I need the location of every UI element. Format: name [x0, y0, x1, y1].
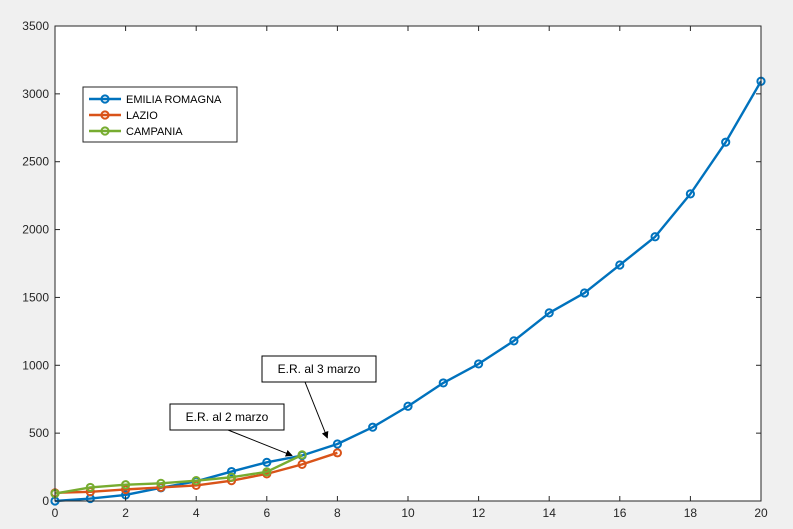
data-point	[226, 472, 237, 482]
annotation-arrow	[227, 429, 293, 457]
data-point	[85, 482, 95, 493]
data-point	[579, 288, 590, 298]
data-point	[650, 232, 660, 242]
y-tick-label: 2500	[22, 155, 49, 169]
legend-entry: LAZIO	[89, 110, 158, 122]
data-point	[226, 466, 237, 477]
x-tick-label: 2	[122, 506, 129, 520]
x-tick-label: 14	[543, 506, 557, 520]
data-point	[156, 478, 166, 488]
annotation-label: E.R. al 2 marzo	[186, 410, 269, 424]
legend-marker	[100, 110, 110, 120]
legend-label: CAMPANIA	[126, 126, 183, 138]
legend-entry: CAMPANIA	[89, 126, 183, 138]
series-layer	[50, 76, 766, 506]
x-tick-label: 4	[193, 506, 200, 520]
annotation-layer: E.R. al 3 marzo E.R. al 2 marzo	[169, 355, 377, 457]
annotation: E.R. al 3 marzo	[261, 355, 377, 439]
y-tick-label: 0	[42, 494, 49, 508]
y-tick-label: 3500	[22, 19, 49, 33]
x-tick-label: 12	[472, 506, 486, 520]
data-point	[121, 480, 131, 490]
data-point	[721, 137, 731, 147]
annotation-box	[169, 403, 285, 431]
legend: EMILIA ROMAGNA LAZIO CAMPANIA	[82, 86, 238, 143]
data-point	[474, 359, 484, 369]
data-point	[615, 260, 625, 270]
x-tick-label: 0	[52, 506, 59, 520]
y-tick-label: 1000	[22, 358, 49, 372]
data-point	[262, 467, 272, 477]
data-point	[297, 450, 307, 460]
data-point	[403, 401, 413, 411]
x-tick-label: 20	[754, 506, 768, 520]
tick-layer: 0 2 4 6 8 10 12 14 16 18 20 0 500 1000 1500 2000 2500 300…	[22, 19, 768, 520]
data-point	[438, 378, 448, 388]
y-tick-label: 3000	[22, 87, 49, 101]
data-point	[191, 476, 201, 486]
x-tick-label: 16	[613, 506, 627, 520]
annotation-label: E.R. al 3 marzo	[278, 362, 361, 376]
data-point	[544, 308, 554, 318]
data-point	[509, 336, 519, 346]
data-point	[332, 439, 342, 449]
legend-label: LAZIO	[126, 110, 158, 122]
y-tick-label: 2000	[22, 223, 49, 237]
data-point	[262, 457, 272, 467]
series-line	[54, 453, 303, 495]
x-tick-label: 6	[263, 506, 270, 520]
data-point	[297, 459, 307, 469]
data-point	[685, 189, 696, 199]
legend-marker	[100, 126, 110, 136]
annotation-arrow	[304, 381, 329, 439]
x-tick-label: 10	[401, 506, 415, 520]
legend-marker	[100, 94, 110, 104]
legend-entry: EMILIA ROMAGNA	[89, 94, 222, 106]
legend-label: EMILIA ROMAGNA	[126, 94, 222, 106]
x-tick-label: 18	[684, 506, 698, 520]
annotation-box	[261, 355, 377, 383]
x-tick-label: 8	[334, 506, 341, 520]
data-point	[368, 422, 378, 432]
y-tick-label: 500	[29, 426, 49, 440]
annotation: E.R. al 2 marzo	[169, 403, 293, 457]
series-line	[54, 451, 338, 495]
data-point	[332, 448, 342, 458]
y-tick-label: 1500	[22, 290, 49, 304]
